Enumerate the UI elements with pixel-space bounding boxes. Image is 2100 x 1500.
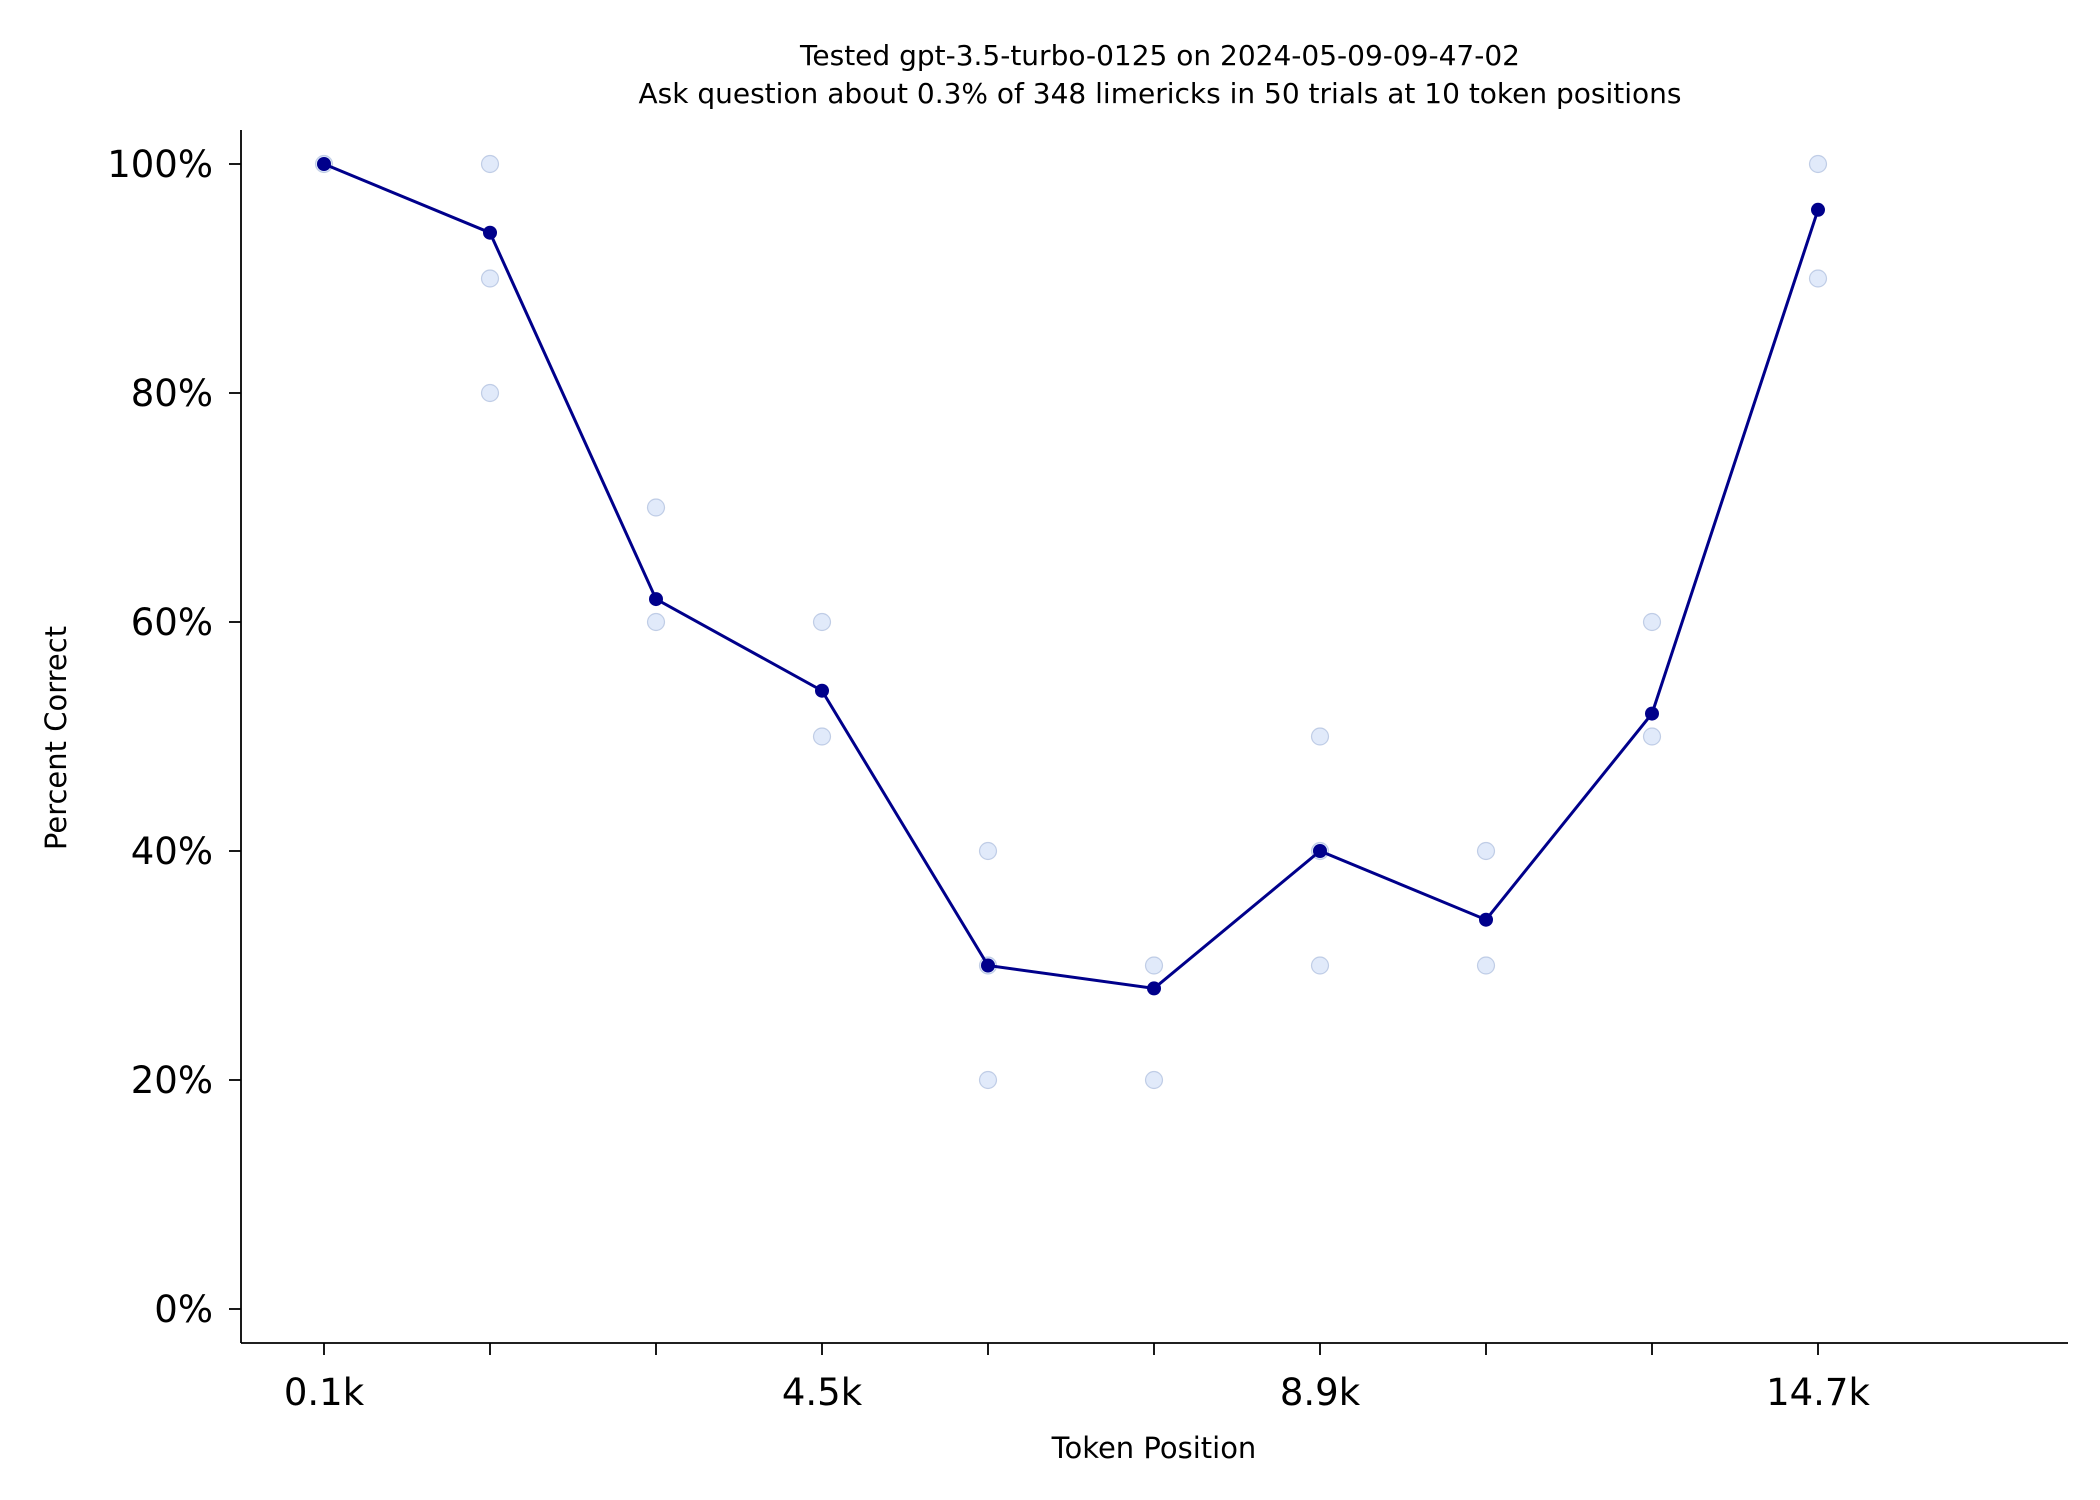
trial-point xyxy=(978,841,998,861)
y-axis-ticks: 0% 20% 40% 60% 80% 100% xyxy=(107,143,241,1331)
trial-point xyxy=(812,612,832,632)
x-tick-label: 14.7k xyxy=(1766,1371,1870,1414)
trial-point xyxy=(1642,727,1662,746)
mean-line xyxy=(323,162,1820,990)
mean-point xyxy=(981,958,995,973)
mean-point xyxy=(1479,912,1493,927)
y-tick-label: 60% xyxy=(131,601,213,644)
trial-point xyxy=(646,498,666,517)
trial-point xyxy=(480,154,500,174)
y-tick-label: 20% xyxy=(131,1059,213,1102)
plot-area xyxy=(314,154,1828,1090)
mean-point xyxy=(1645,706,1659,721)
trial-point xyxy=(1476,841,1496,861)
trial-point xyxy=(646,612,666,632)
x-tick-label: 4.5k xyxy=(782,1371,863,1414)
trial-point xyxy=(1642,612,1662,632)
trial-point xyxy=(1144,1070,1164,1090)
x-tick-label: 8.9k xyxy=(1280,1371,1361,1414)
trial-point xyxy=(1310,956,1330,975)
y-tick-label: 100% xyxy=(107,143,213,186)
mean-point xyxy=(649,592,663,607)
trial-point xyxy=(1144,956,1164,975)
y-tick-label: 0% xyxy=(154,1288,213,1331)
trial-point xyxy=(1808,269,1828,288)
trial-point xyxy=(480,383,500,403)
mean-point xyxy=(1313,844,1327,858)
y-axis-label: Percent Correct xyxy=(39,626,73,850)
x-axis-label: Token Position xyxy=(1051,1431,1257,1465)
mean-point xyxy=(1147,981,1161,996)
trial-point xyxy=(1808,154,1828,174)
y-tick-label: 40% xyxy=(131,830,213,873)
mean-point xyxy=(483,225,497,240)
x-tick-label: 0.1k xyxy=(284,1371,365,1414)
trial-point xyxy=(812,727,832,746)
trial-point xyxy=(480,269,500,288)
trial-point xyxy=(978,1070,998,1090)
chart-subtitle: Ask question about 0.3% of 348 limericks… xyxy=(638,77,1681,110)
chart-title: Tested gpt-3.5-turbo-0125 on 2024-05-09-… xyxy=(799,39,1520,72)
mean-point xyxy=(815,683,829,698)
mean-point xyxy=(317,157,331,171)
trial-point xyxy=(1310,727,1330,746)
mean-point xyxy=(1811,202,1825,217)
x-axis-ticks: 0.1k 4.5k 8.9k 14.7k xyxy=(284,1343,1870,1414)
y-tick-label: 80% xyxy=(131,372,213,415)
trial-point xyxy=(1476,956,1496,975)
